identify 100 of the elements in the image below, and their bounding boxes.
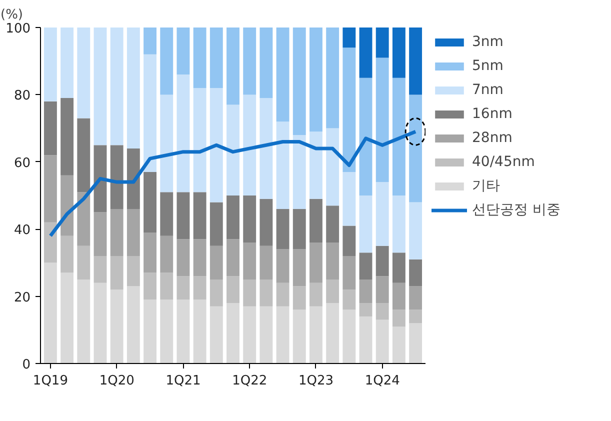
bar bbox=[226, 239, 240, 276]
bar bbox=[342, 172, 356, 226]
bar bbox=[392, 78, 406, 196]
bar bbox=[260, 306, 273, 364]
bar bbox=[60, 272, 74, 364]
x-tick-label: 1Q20 bbox=[99, 374, 134, 388]
bar bbox=[376, 303, 389, 320]
bar bbox=[126, 208, 140, 256]
bar bbox=[110, 256, 124, 290]
bar bbox=[276, 208, 290, 250]
bar bbox=[226, 276, 240, 304]
bar bbox=[392, 282, 406, 310]
bar bbox=[210, 280, 223, 306]
bar bbox=[326, 303, 340, 364]
bar bbox=[126, 256, 140, 286]
bar bbox=[409, 323, 422, 364]
legend-label: 40/45nm bbox=[472, 153, 535, 171]
bar bbox=[144, 232, 156, 273]
bar bbox=[292, 286, 306, 310]
bar bbox=[110, 208, 124, 256]
bar bbox=[77, 28, 90, 118]
bar bbox=[44, 262, 57, 364]
bar bbox=[409, 286, 422, 310]
bar bbox=[310, 132, 322, 199]
bar bbox=[193, 300, 206, 364]
x-tick-label: 1Q22 bbox=[232, 374, 268, 388]
bar bbox=[126, 28, 140, 148]
bar bbox=[160, 300, 174, 364]
bar bbox=[310, 198, 322, 243]
bar bbox=[260, 98, 273, 199]
bar bbox=[342, 48, 356, 172]
bar bbox=[392, 310, 406, 327]
bar bbox=[409, 94, 422, 202]
y-axis-title: (%) bbox=[0, 8, 23, 22]
bar bbox=[243, 242, 256, 280]
bar bbox=[44, 155, 57, 222]
bar bbox=[226, 303, 240, 364]
bar bbox=[376, 246, 389, 276]
legend-label: 16nm bbox=[472, 105, 512, 123]
bar bbox=[44, 222, 57, 263]
bar bbox=[310, 282, 322, 306]
bar bbox=[60, 175, 74, 236]
bar bbox=[160, 94, 174, 192]
bar bbox=[326, 280, 340, 304]
bar bbox=[359, 280, 372, 304]
bar bbox=[60, 98, 74, 176]
bar bbox=[144, 300, 156, 364]
bar bbox=[376, 58, 389, 182]
bar bbox=[409, 310, 422, 324]
y-tick-label: 40 bbox=[14, 223, 31, 238]
bar bbox=[392, 326, 406, 364]
bar bbox=[376, 182, 389, 246]
bar bbox=[210, 246, 223, 280]
bar bbox=[392, 252, 406, 283]
bar bbox=[292, 310, 306, 364]
bar bbox=[276, 122, 290, 209]
bar bbox=[94, 256, 107, 283]
legend-label: 기타 bbox=[472, 177, 500, 195]
bar bbox=[342, 28, 356, 48]
bar bbox=[376, 320, 389, 364]
bar bbox=[210, 28, 223, 88]
bar bbox=[326, 242, 340, 280]
bar bbox=[144, 172, 156, 232]
bar bbox=[77, 118, 90, 192]
bar bbox=[176, 192, 190, 240]
bar bbox=[60, 236, 74, 273]
x-tick-label: 1Q24 bbox=[364, 374, 400, 388]
bar bbox=[292, 208, 306, 250]
bar bbox=[193, 239, 206, 276]
bar bbox=[110, 290, 124, 364]
bar bbox=[292, 249, 306, 286]
legend-label: 선단공정 비중 bbox=[472, 201, 560, 219]
bar bbox=[276, 282, 290, 306]
bar bbox=[276, 249, 290, 283]
bar bbox=[77, 280, 90, 364]
bar bbox=[144, 54, 156, 172]
bar bbox=[226, 196, 240, 240]
bar bbox=[144, 28, 156, 54]
bar bbox=[376, 28, 389, 58]
bar bbox=[193, 192, 206, 240]
bar bbox=[359, 252, 372, 280]
bar bbox=[310, 242, 322, 283]
bar bbox=[126, 148, 140, 209]
bar bbox=[94, 212, 107, 256]
bar bbox=[160, 28, 174, 95]
bar bbox=[276, 28, 290, 122]
bar bbox=[243, 28, 256, 95]
bar bbox=[193, 276, 206, 300]
bar bbox=[210, 306, 223, 364]
bar bbox=[176, 74, 190, 192]
bar bbox=[342, 226, 356, 256]
bar bbox=[160, 272, 174, 300]
x-tick-label: 1Q21 bbox=[166, 374, 201, 388]
bar bbox=[243, 280, 256, 306]
bar bbox=[326, 128, 340, 206]
bar bbox=[144, 272, 156, 300]
bar bbox=[176, 276, 190, 300]
bar bbox=[342, 256, 356, 290]
bar bbox=[392, 196, 406, 253]
bar bbox=[326, 206, 340, 243]
